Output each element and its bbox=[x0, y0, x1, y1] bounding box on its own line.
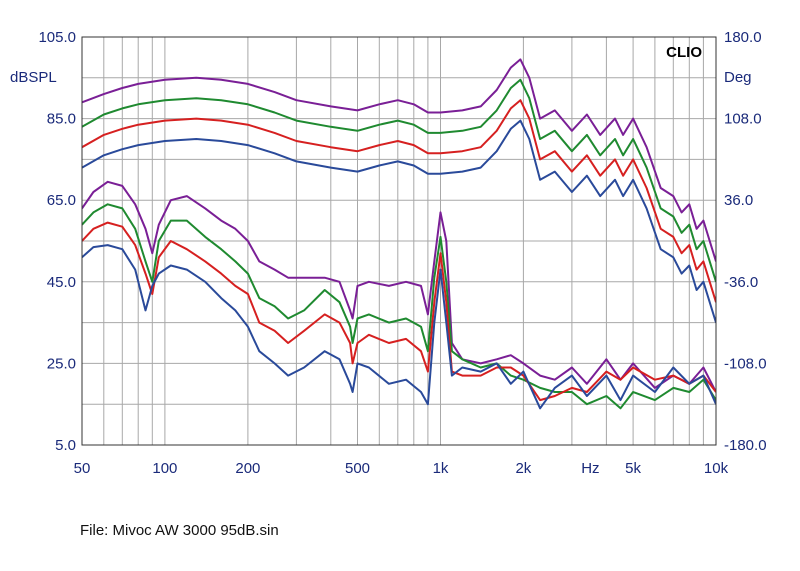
y-left-unit-label: dBSPL bbox=[10, 69, 57, 86]
series-line-green bbox=[82, 78, 716, 283]
series-line-blue bbox=[82, 119, 716, 323]
x-tick-labels: 50 100 200 500 1k 2k 5k 10k bbox=[74, 460, 729, 477]
x-tick-label: 10k bbox=[704, 460, 729, 477]
y-left-tick-label: 65.0 bbox=[47, 192, 76, 209]
x-tick-label: 5k bbox=[625, 460, 641, 477]
y-left-tick-labels: 105.0 85.0 65.0 45.0 25.0 5.0 bbox=[38, 29, 76, 454]
y-right-tick-label: 108.0 bbox=[724, 111, 762, 128]
file-caption: File: Mivoc AW 3000 95dB.sin bbox=[80, 522, 279, 539]
y-right-tick-label: 180.0 bbox=[724, 29, 762, 46]
y-right-unit-label: Deg bbox=[724, 69, 752, 86]
x-tick-label: 50 bbox=[74, 460, 91, 477]
y-left-tick-label: 45.0 bbox=[47, 274, 76, 291]
plot-frame bbox=[81, 36, 717, 446]
series-line-purple bbox=[82, 180, 716, 393]
y-right-tick-label: 36.0 bbox=[724, 192, 753, 209]
series-line-purple bbox=[82, 58, 716, 262]
y-right-tick-label: -36.0 bbox=[724, 274, 758, 291]
y-right-tick-labels: 180.0 108.0 36.0 -36.0 -108.0 -180.0 bbox=[724, 29, 767, 454]
y-right-tick-label: -180.0 bbox=[724, 437, 767, 454]
y-left-tick-label: 25.0 bbox=[47, 355, 76, 372]
y-left-tick-label: 5.0 bbox=[55, 437, 76, 454]
x-tick-label: 500 bbox=[345, 460, 370, 477]
series-line-red bbox=[82, 221, 716, 402]
series-line-blue bbox=[82, 244, 716, 410]
x-tick-label: 2k bbox=[515, 460, 531, 477]
y-right-tick-label: -108.0 bbox=[724, 355, 767, 372]
series-line-red bbox=[82, 99, 716, 303]
x-unit-label: Hz bbox=[581, 460, 599, 477]
x-tick-label: 200 bbox=[235, 460, 260, 477]
series-line-green bbox=[82, 203, 716, 410]
y-left-tick-label: 105.0 bbox=[38, 29, 76, 46]
curves bbox=[82, 58, 716, 410]
y-left-tick-label: 85.0 bbox=[47, 111, 76, 128]
clio-brand-label: CLIO bbox=[666, 44, 702, 61]
x-tick-label: 1k bbox=[433, 460, 449, 477]
x-tick-label: 100 bbox=[152, 460, 177, 477]
